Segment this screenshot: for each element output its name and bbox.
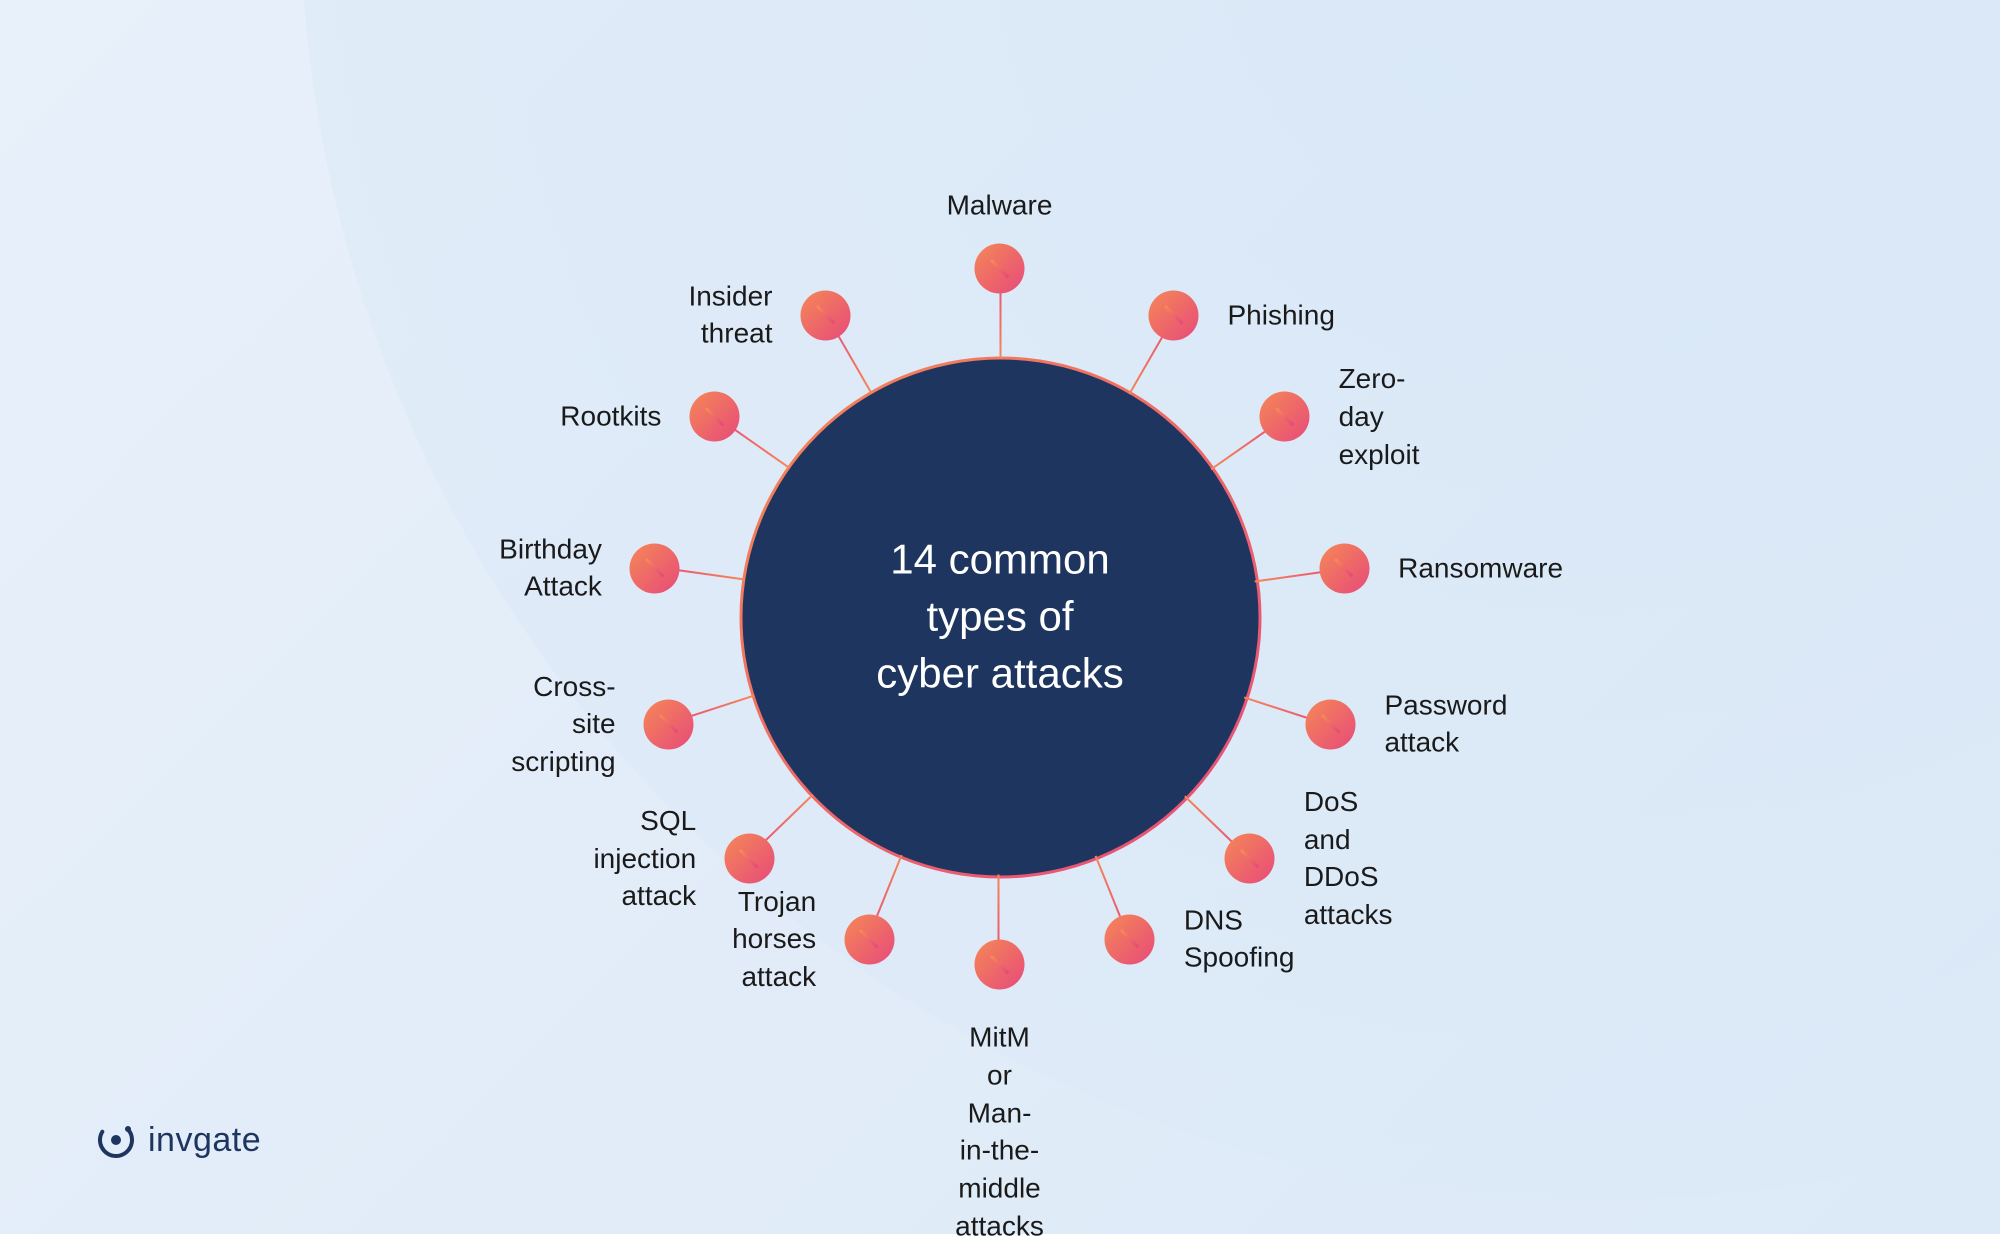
attack-label: Cross-site scripting — [511, 667, 615, 780]
center-title: 14 common types of cyber attacks — [876, 532, 1123, 702]
attack-label: MitM or Man-in-the-middle attacks — [955, 1019, 1044, 1245]
attack-label: Phishing — [1228, 296, 1335, 334]
x-icon — [1160, 302, 1186, 328]
attack-label: Ransomware — [1398, 549, 1563, 587]
attack-node — [1152, 293, 1196, 337]
x-icon — [856, 926, 882, 952]
attack-node — [692, 395, 736, 439]
attack-label: Insider threat — [688, 277, 772, 353]
attack-node — [847, 917, 891, 961]
x-icon — [736, 845, 762, 871]
attack-label: DNS Spoofing — [1184, 901, 1295, 977]
x-icon — [986, 255, 1012, 281]
x-icon — [812, 302, 838, 328]
attack-node — [1108, 917, 1152, 961]
attack-label: SQL injection attack — [593, 802, 696, 915]
attack-node — [1322, 546, 1366, 590]
attack-label: DoS and DDoS attacks — [1304, 783, 1393, 934]
x-icon — [1237, 845, 1263, 871]
brand-logo: invgate — [96, 1120, 261, 1160]
x-icon — [1117, 926, 1143, 952]
attack-node — [978, 943, 1022, 987]
logo-icon — [96, 1120, 136, 1160]
logo-text: invgate — [148, 1121, 261, 1160]
attack-label: Password attack — [1384, 686, 1507, 762]
attack-node — [633, 546, 677, 590]
attack-node — [1228, 836, 1272, 880]
x-icon — [1317, 711, 1343, 737]
center-circle: 14 common types of cyber attacks — [742, 359, 1258, 875]
attack-label: Trojan horses attack — [732, 882, 816, 995]
attack-node — [978, 247, 1022, 291]
x-icon — [655, 711, 681, 737]
attack-label: Birthday Attack — [499, 530, 602, 606]
attack-node — [1308, 702, 1352, 746]
attack-label: Malware — [947, 187, 1053, 225]
attack-label: Zero-day exploit — [1339, 360, 1420, 473]
attack-node — [647, 702, 691, 746]
attack-label: Rootkits — [560, 398, 661, 436]
attack-node — [804, 293, 848, 337]
x-icon — [986, 951, 1012, 977]
x-icon — [1331, 555, 1357, 581]
attack-node — [1263, 395, 1307, 439]
radial-diagram: 14 common types of cyber attacksMalwareP… — [1000, 617, 1001, 618]
attack-node — [727, 836, 771, 880]
x-icon — [1271, 404, 1297, 430]
x-icon — [642, 555, 668, 581]
x-icon — [701, 404, 727, 430]
